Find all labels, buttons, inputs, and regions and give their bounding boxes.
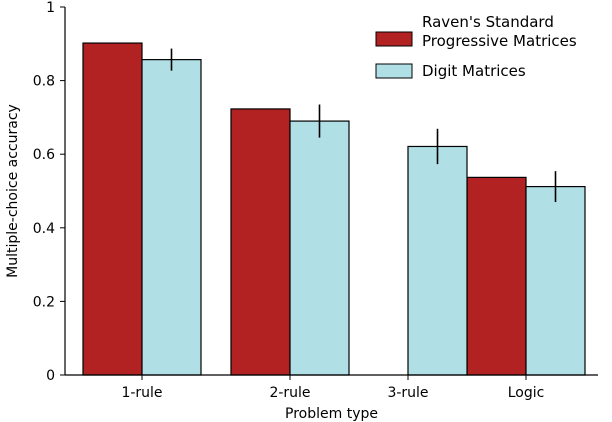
y-tick-label: 0.6 — [33, 147, 55, 163]
legend-swatch-series-1 — [375, 31, 413, 47]
x-tick-label-1-rule: 1-rule — [121, 385, 162, 401]
axes — [64, 7, 598, 376]
y-tick-label: 0.8 — [33, 74, 55, 90]
y-axis-label: Multiple-choice accuracy — [5, 104, 21, 278]
bar-logic-series-1 — [466, 176, 527, 376]
legend-label-series-1: Raven's Standard Progressive Matrices — [422, 13, 577, 50]
bar-1-rule-series-1 — [82, 42, 143, 376]
x-tick-label-3-rule: 3-rule — [387, 385, 428, 401]
bar-3-rule-series-2 — [407, 145, 468, 376]
bar-logic-series-2 — [525, 185, 586, 376]
legend: Raven's Standard Progressive Matrices Digi… — [375, 13, 577, 80]
error-bars-layer — [170, 48, 557, 203]
x-axis-label: Problem type — [285, 406, 378, 422]
y-tick-label: 0.4 — [33, 221, 55, 237]
y-tick-label: 1 — [46, 0, 55, 16]
legend-label-series-2: Digit Matrices — [422, 62, 526, 80]
x-tick-label-2-rule: 2-rule — [269, 385, 310, 401]
legend-swatch-series-2 — [375, 63, 413, 79]
bar-2-rule-series-1 — [230, 108, 291, 376]
y-tick-label: 0.2 — [33, 294, 55, 310]
x-axis-ticks: 1-rule 2-rule 3-rule Logic — [121, 375, 544, 401]
y-axis-ticks: 0 0.2 0.4 0.6 0.8 1 — [33, 0, 65, 384]
legend-label-line: Raven's Standard — [422, 13, 554, 31]
bar-1-rule-series-2 — [141, 59, 202, 376]
bars-layer — [82, 42, 586, 376]
bar-2-rule-series-2 — [289, 120, 350, 376]
x-tick-label-logic: Logic — [508, 385, 545, 401]
y-tick-label: 0 — [46, 368, 55, 384]
legend-label-line: Progressive Matrices — [422, 32, 577, 50]
